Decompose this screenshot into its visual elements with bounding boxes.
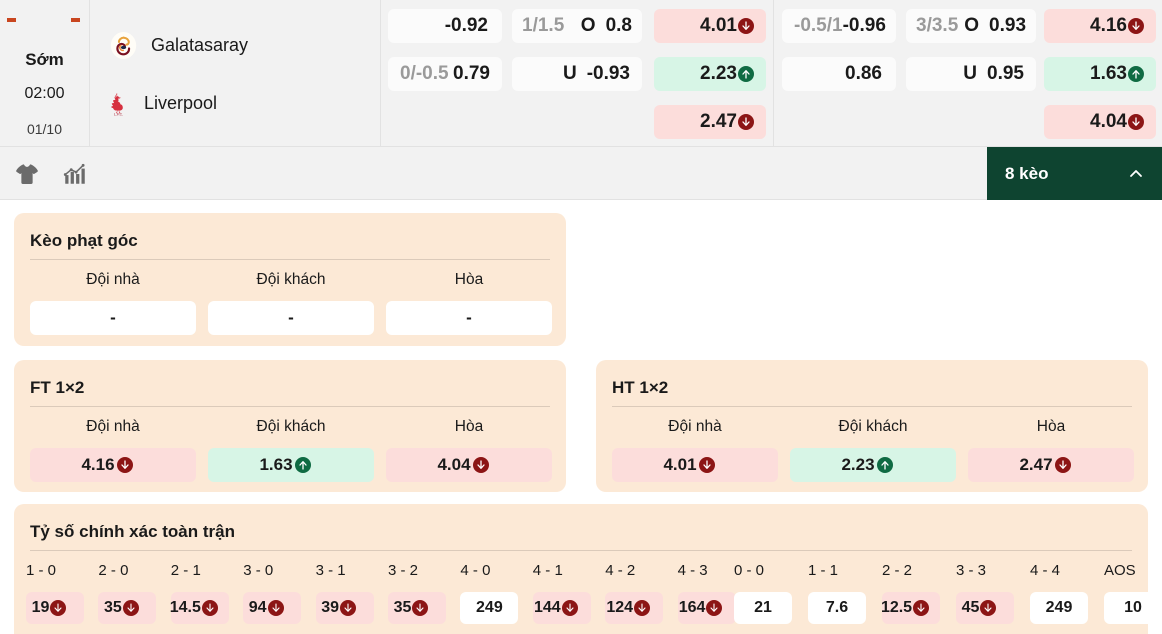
svg-text:L.F.C.: L.F.C. (114, 112, 123, 116)
